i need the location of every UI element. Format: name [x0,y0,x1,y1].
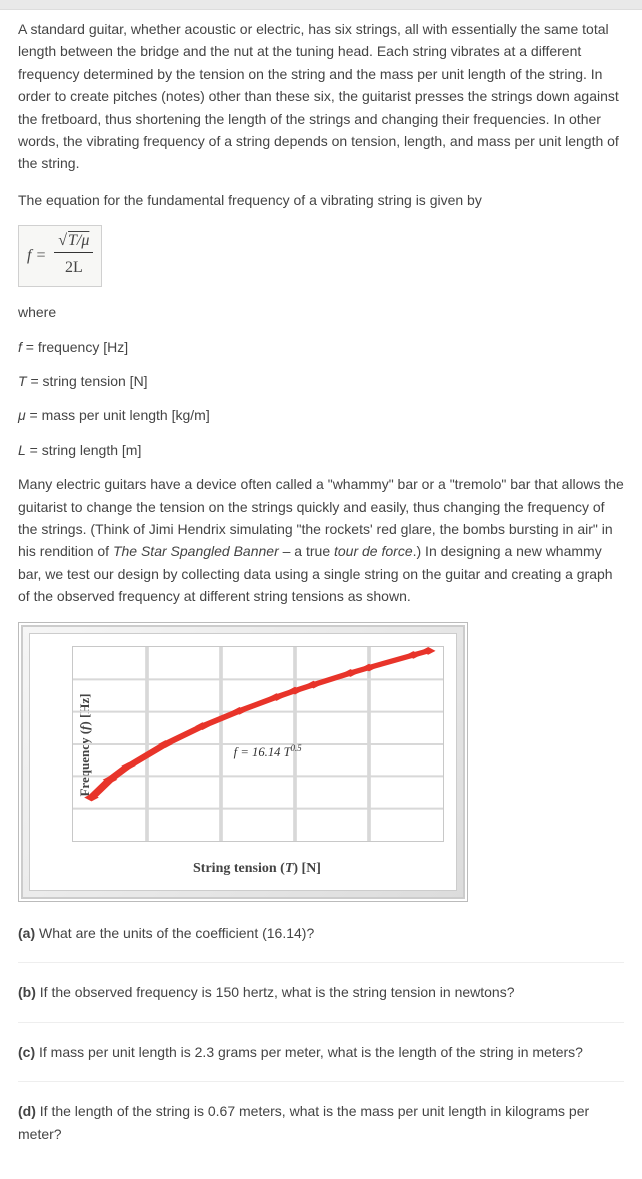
sqrt-symbol: √ [58,232,67,249]
question-c: (c) If mass per unit length is 2.3 grams… [18,1022,624,1079]
tour-de-force: tour de force [334,543,413,559]
data-points [84,647,435,801]
q-d-text: If the length of the string is 0.67 mete… [18,1103,589,1141]
eq-lhs: f = [27,247,46,264]
question-a: (a) What are the units of the coefficien… [18,918,624,960]
sqrt-arg: T/μ [67,232,89,249]
intro-paragraph: A standard guitar, whether acoustic or e… [18,18,624,175]
q-c-text: If mass per unit length is 2.3 grams per… [35,1044,583,1060]
q-a-text: What are the units of the coefficient (1… [35,925,314,941]
q-d-label: (d) [18,1103,36,1119]
song-title: The Star Spangled Banner [113,543,279,559]
q-b-text: If the observed frequency is 150 hertz, … [36,984,515,1000]
variable-definitions: where ff = frequency [Hz] = frequency [H… [18,301,624,461]
frequency-equation: f = √T/μ 2L [18,225,102,287]
q-c-label: (c) [18,1044,35,1060]
chart-frame: Frequency (f) [Hz] [18,622,468,902]
def-f: ff = frequency [Hz] = frequency [Hz] [18,336,624,358]
document-body: A standard guitar, whether acoustic or e… [0,10,642,1179]
chart-area: Frequency (f) [Hz] [36,640,450,850]
gridlines [73,647,443,841]
question-b: (b) If the observed frequency is 150 her… [18,962,624,1019]
where-label: where [18,301,624,323]
q-b-label: (b) [18,984,36,1000]
equation-intro: The equation for the fundamental frequen… [18,189,624,211]
window-top-bar [0,0,642,10]
plot-region: f = 16.14 T0.5 [72,646,444,842]
def-L: L = string length [m] [18,439,624,461]
x-axis-label: String tension (T) [N] [36,850,450,884]
q-a-label: (a) [18,925,35,941]
def-T: T = string tension [N] [18,370,624,392]
def-mu: μ = mass per unit length [kg/m] [18,404,624,426]
whammy-paragraph: Many electric guitars have a device ofte… [18,473,624,607]
whammy-text-b: – a true [279,543,334,559]
eq-denominator: 2L [54,253,93,281]
chart-inner: Frequency (f) [Hz] [29,633,457,891]
question-d: (d) If the length of the string is 0.67 … [18,1081,624,1161]
